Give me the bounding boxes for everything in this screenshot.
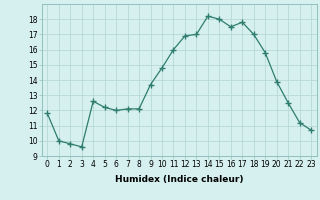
X-axis label: Humidex (Indice chaleur): Humidex (Indice chaleur): [115, 175, 244, 184]
